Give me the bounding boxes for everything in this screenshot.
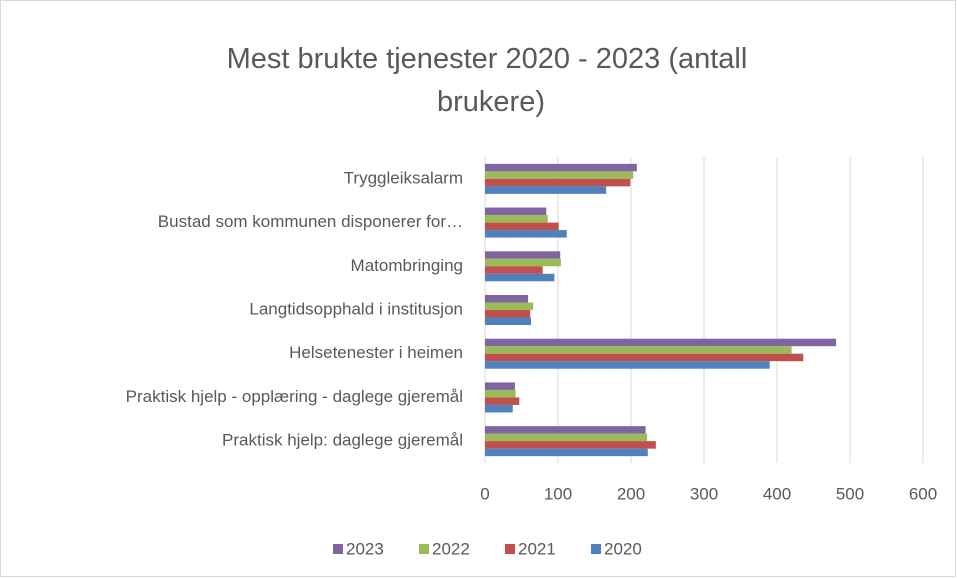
x-tick-label: 400	[763, 484, 791, 503]
bar	[485, 317, 531, 325]
bar	[485, 338, 837, 347]
bar	[485, 251, 561, 259]
bar	[485, 433, 648, 442]
legend-label: 2021	[518, 539, 556, 558]
bar	[485, 295, 529, 303]
legend-label: 2023	[346, 539, 384, 558]
bar	[485, 389, 516, 398]
bar	[485, 266, 543, 274]
y-tick-label: Tryggleiksalarm	[344, 168, 463, 187]
y-tick-label: Matombringing	[351, 256, 463, 275]
bar	[485, 441, 656, 449]
y-tick-label: Helsetenester i heimen	[289, 343, 463, 362]
legend-swatch	[333, 544, 343, 554]
bar	[485, 178, 631, 187]
x-tick-label: 0	[480, 484, 489, 503]
bar	[485, 353, 804, 362]
legend-label: 2020	[604, 539, 642, 558]
y-tick-label: Langtidsopphald i institusjon	[249, 299, 463, 318]
bar	[485, 361, 770, 369]
legend-swatch	[505, 544, 515, 554]
y-tick-label: Bustad som kommunen disponerer for…	[158, 212, 463, 231]
legend-swatch	[591, 544, 601, 554]
x-tick-label: 600	[909, 484, 937, 503]
bar	[485, 448, 648, 457]
bar	[485, 163, 637, 172]
bar	[485, 382, 515, 390]
bar	[485, 258, 561, 267]
bar	[485, 310, 531, 318]
bar	[485, 222, 559, 231]
bar	[485, 171, 634, 179]
x-tick-label: 100	[544, 484, 572, 503]
bar	[485, 207, 547, 216]
legend-label: 2022	[432, 539, 470, 558]
legend-swatch	[419, 544, 429, 554]
bar	[485, 426, 646, 434]
bar	[485, 397, 520, 405]
y-tick-label: Praktisk hjelp - opplæring - daglege gje…	[126, 387, 463, 406]
y-tick-label: Praktisk hjelp: daglege gjeremål	[222, 431, 463, 450]
bar	[485, 404, 513, 413]
x-tick-label: 300	[690, 484, 718, 503]
bar	[485, 346, 792, 354]
bar	[485, 215, 548, 223]
bar	[485, 273, 555, 282]
x-tick-label: 500	[836, 484, 864, 503]
bar	[485, 302, 534, 310]
bar	[485, 186, 607, 194]
chart-title: Mest brukte tjenester 2020 - 2023 (antal…	[227, 43, 756, 118]
bar	[485, 230, 567, 238]
x-tick-label: 200	[617, 484, 645, 503]
